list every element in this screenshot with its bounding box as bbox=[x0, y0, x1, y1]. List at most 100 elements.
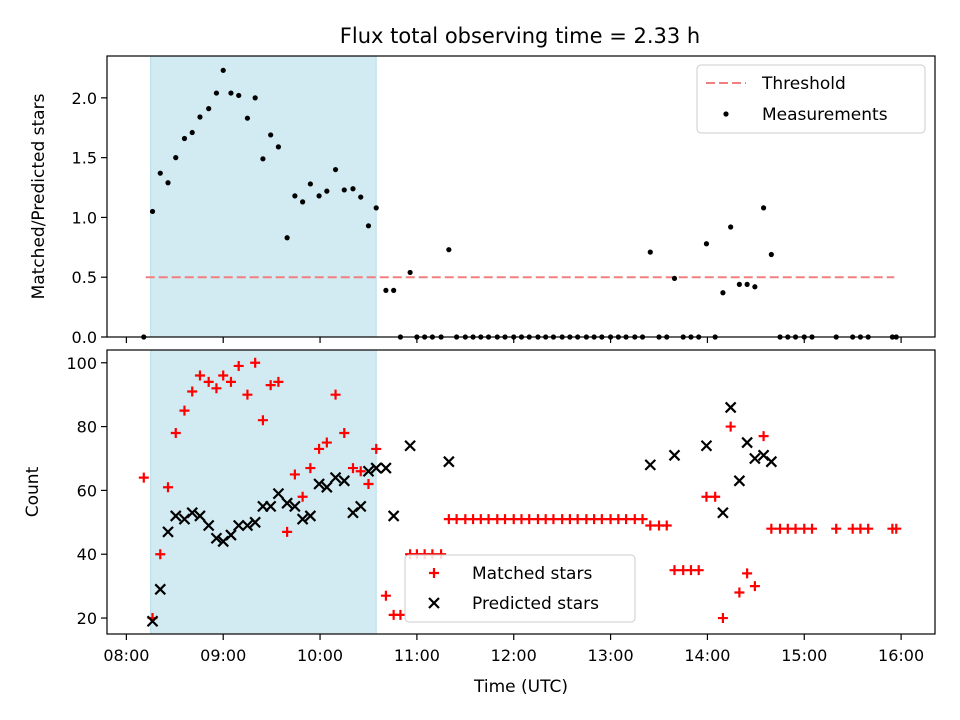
measurement-point bbox=[407, 269, 413, 276]
matched-stars-point bbox=[257, 415, 268, 426]
top-highlight-span bbox=[150, 55, 377, 338]
legend-measurements-label: Measurements bbox=[762, 105, 888, 125]
matched-stars-point bbox=[371, 443, 382, 454]
x-tick-label: 12:00 bbox=[491, 646, 537, 665]
predicted-stars-point bbox=[225, 529, 237, 541]
bottom-y-tick-label: 20 bbox=[77, 609, 97, 628]
matched-stars-point bbox=[693, 565, 704, 576]
bottom-y-tick-label: 40 bbox=[77, 545, 97, 564]
predicted-stars-point bbox=[338, 475, 351, 487]
x-tick-label: 09:00 bbox=[200, 646, 246, 665]
bottom-y-tick-label: 80 bbox=[77, 418, 97, 437]
predicted-stars-point bbox=[169, 510, 182, 522]
x-tick-label: 10:00 bbox=[297, 646, 343, 665]
x-tick-label: 15:00 bbox=[781, 646, 827, 665]
matched-stars-point bbox=[355, 466, 366, 477]
predicted-stars-point bbox=[443, 455, 455, 468]
matched-stars-point bbox=[891, 523, 902, 534]
matched-stars-point bbox=[645, 520, 656, 531]
top-y-tick-label: 0.0 bbox=[72, 328, 97, 347]
predicted-stars-point bbox=[387, 510, 400, 522]
predicted-stars-point bbox=[354, 500, 367, 513]
matched-stars-point bbox=[661, 520, 672, 531]
legend-matched-swatch bbox=[429, 568, 439, 578]
matched-stars-point bbox=[596, 514, 607, 525]
measurement-point bbox=[744, 281, 750, 287]
matched-stars-point bbox=[163, 482, 174, 493]
measurement-point bbox=[244, 115, 251, 121]
figure-title: Flux total observing time = 2.33 h bbox=[340, 24, 700, 48]
measurement-point bbox=[736, 281, 742, 287]
matched-stars-point bbox=[179, 405, 190, 416]
measurement-point bbox=[236, 92, 242, 99]
matched-stars-point bbox=[242, 389, 253, 400]
predicted-stars-point bbox=[749, 452, 761, 465]
matched-stars-point bbox=[790, 523, 801, 534]
top-y-tick-label: 2.0 bbox=[72, 89, 97, 108]
matched-stars-point bbox=[395, 609, 406, 620]
top-legend: Threshold Measurements bbox=[696, 64, 926, 134]
predicted-stars-point bbox=[370, 462, 382, 474]
matched-stars-point bbox=[265, 380, 276, 391]
x-tick-label: 11:00 bbox=[394, 646, 440, 665]
predicted-stars-point bbox=[362, 465, 375, 478]
matched-stars-point bbox=[363, 479, 374, 490]
measurement-point bbox=[341, 187, 347, 193]
matched-stars-point bbox=[282, 526, 293, 537]
matched-stars-point bbox=[831, 523, 842, 534]
matched-stars-point bbox=[250, 357, 261, 368]
top-y-tick-label: 1.0 bbox=[72, 208, 97, 227]
predicted-stars-point bbox=[154, 583, 167, 596]
bottom-y-axis-label: Count bbox=[23, 466, 43, 517]
matched-stars-point bbox=[203, 376, 214, 387]
measurement-point bbox=[292, 193, 298, 199]
predicted-stars-point bbox=[194, 510, 206, 522]
matched-stars-point bbox=[734, 587, 745, 598]
matched-stars-point bbox=[225, 376, 236, 387]
measurement-point bbox=[189, 129, 195, 136]
measurement-point bbox=[284, 235, 290, 241]
matched-stars-point bbox=[766, 523, 777, 534]
measurement-point bbox=[350, 186, 356, 192]
matched-stars-point bbox=[297, 491, 308, 502]
matched-stars-point bbox=[572, 514, 583, 525]
measurement-point bbox=[768, 251, 774, 258]
bottom-y-tick-label: 60 bbox=[77, 481, 97, 500]
measurement-point bbox=[307, 181, 313, 187]
matched-stars-point bbox=[321, 437, 332, 448]
predicted-stars-point bbox=[249, 516, 261, 529]
matched-stars-point bbox=[758, 431, 769, 442]
matched-stars-point bbox=[548, 514, 559, 525]
bottom-axes-frame bbox=[106, 349, 936, 635]
matched-stars-point bbox=[194, 370, 205, 381]
matched-stars-point bbox=[305, 463, 316, 474]
matched-stars-point bbox=[138, 472, 149, 483]
measurement-point bbox=[220, 67, 226, 73]
measurement-point bbox=[752, 284, 758, 290]
predicted-stars-point bbox=[644, 459, 657, 471]
predicted-stars-point bbox=[313, 478, 325, 490]
x-tick-label: 14:00 bbox=[684, 646, 730, 665]
top-panel: 0.0 0.5 1.0 1.5 2.0 Matched/Predicted stars Th… bbox=[29, 55, 936, 347]
measurement-point bbox=[358, 194, 364, 200]
matched-stars-point bbox=[155, 549, 166, 560]
predicted-stars-point bbox=[264, 500, 277, 513]
predicted-stars-point bbox=[186, 506, 198, 519]
x-tick-label: 13:00 bbox=[588, 646, 634, 665]
measurement-point bbox=[300, 199, 306, 205]
legend-predicted-label: Predicted stars bbox=[472, 594, 599, 614]
predicted-stars-point bbox=[162, 526, 174, 538]
predicted-stars-point bbox=[289, 500, 301, 513]
predicted-stars-point bbox=[741, 436, 753, 449]
measurement-point bbox=[260, 156, 266, 162]
bottom-y-tick-label: 100 bbox=[66, 354, 97, 373]
matched-stars-point bbox=[749, 581, 760, 592]
bottom-highlight-span bbox=[150, 349, 377, 635]
measurement-point bbox=[365, 223, 372, 229]
measurement-point bbox=[703, 241, 710, 247]
matched-stars-point bbox=[451, 514, 462, 525]
bottom-panel: 20 40 60 80 100 08:00 09:00 10:00 11:00 12:00 13:0… bbox=[23, 349, 936, 697]
predicted-stars-point bbox=[668, 449, 681, 462]
measurement-point bbox=[647, 249, 653, 255]
